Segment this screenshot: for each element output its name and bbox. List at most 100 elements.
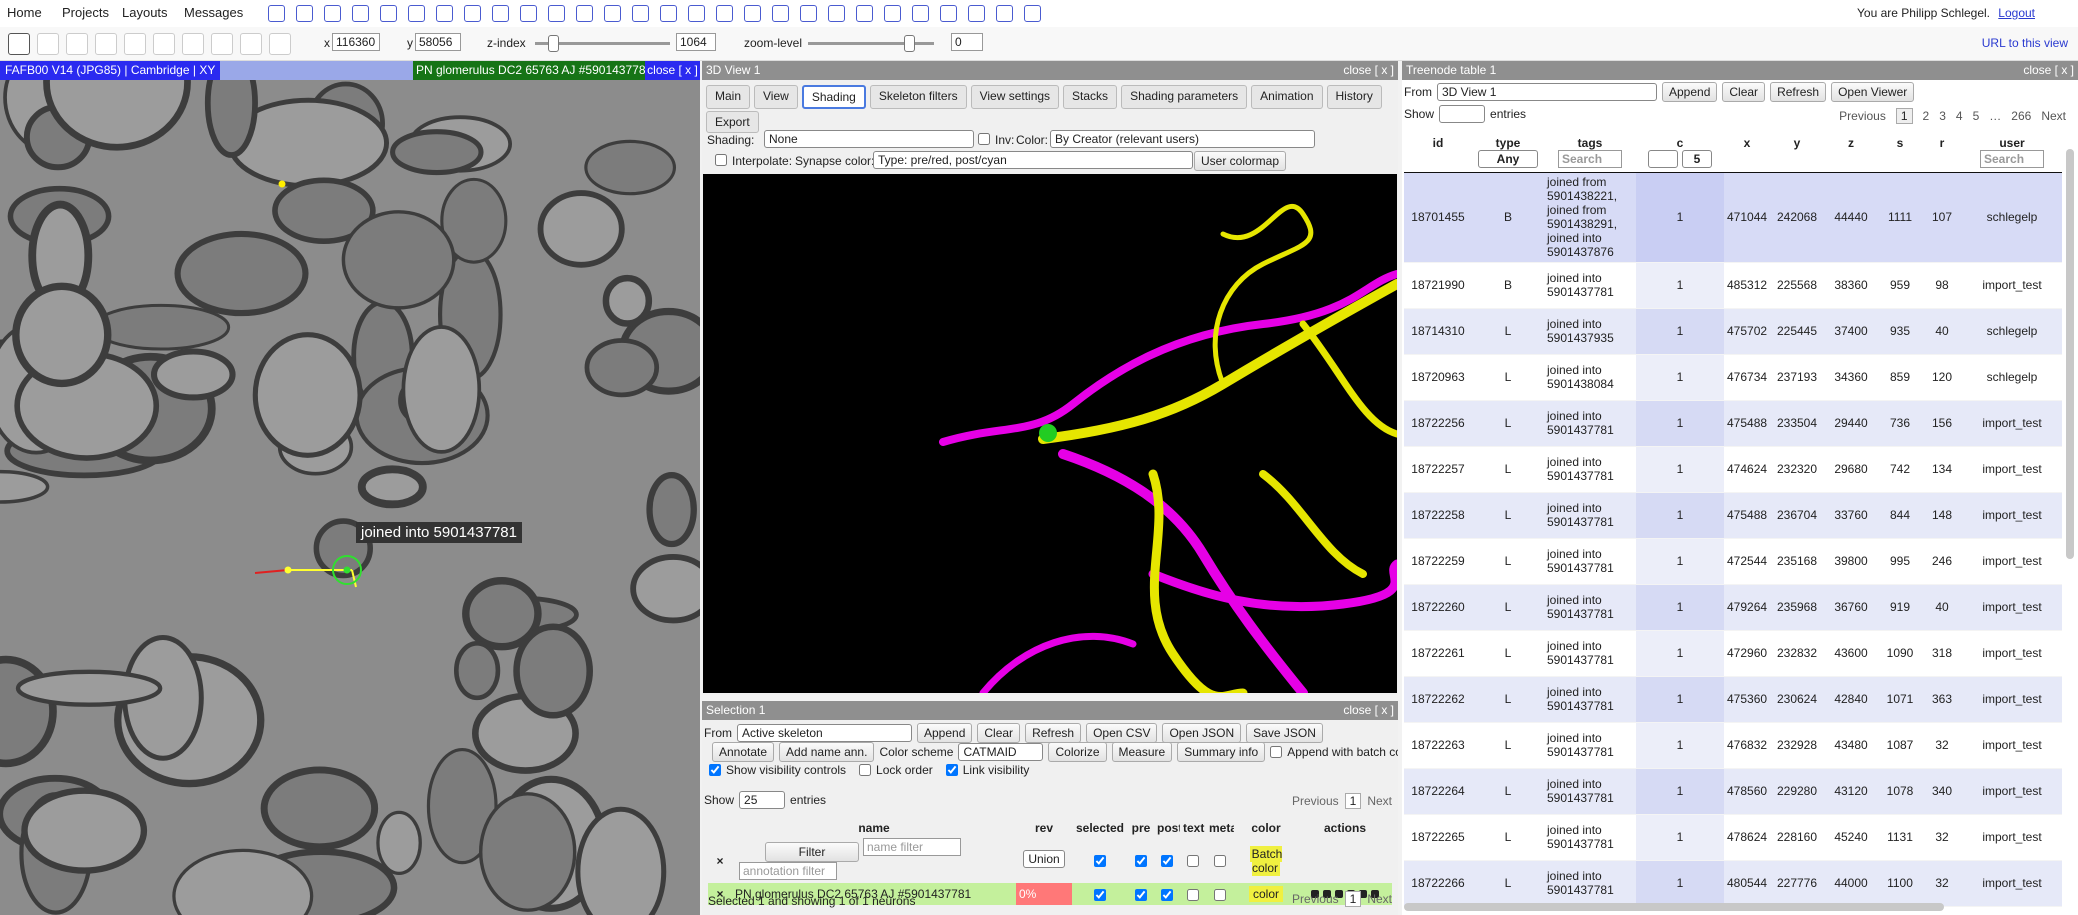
page-link[interactable]: … (1989, 109, 2002, 123)
close-button[interactable]: close [ x ] (645, 61, 700, 80)
page-link[interactable]: 4 (1955, 109, 1963, 123)
y-input[interactable]: 58056 (415, 33, 461, 51)
tool-icon[interactable] (688, 5, 705, 22)
tool-icon[interactable] (996, 5, 1013, 22)
close-button[interactable]: close [ x ] (1343, 703, 1394, 717)
tool-button[interactable] (95, 33, 117, 55)
tab[interactable]: Shading (801, 85, 866, 109)
active-node[interactable] (332, 555, 362, 585)
header-cell[interactable]: text (1183, 821, 1205, 835)
tool-icon[interactable] (268, 5, 285, 22)
inv-checkbox[interactable] (978, 133, 990, 145)
previous-link[interactable]: Previous (1291, 794, 1339, 808)
z-slider[interactable] (535, 42, 670, 45)
checkbox[interactable] (1187, 888, 1199, 901)
neuron-name[interactable]: PN glomerulus DC2 65763 AJ #5901437781 (735, 887, 972, 901)
tool-icon[interactable] (744, 5, 761, 22)
header-cell[interactable]: meta (1209, 821, 1234, 835)
tool-icon[interactable] (940, 5, 957, 22)
from-select[interactable]: 3D View 1 (1437, 83, 1657, 101)
tool-icon[interactable] (464, 5, 481, 22)
header-cell[interactable]: user (1999, 136, 2025, 150)
user-filter[interactable]: Search (1980, 150, 2044, 169)
visibility-checkbox[interactable] (859, 764, 872, 776)
button[interactable]: Append (1662, 82, 1718, 102)
page-link[interactable]: Previous (1839, 109, 1886, 123)
union-select[interactable]: Union (1023, 850, 1065, 868)
page-link[interactable]: 2 (1922, 109, 1930, 123)
button[interactable]: Append (917, 723, 973, 743)
checkbox[interactable] (1161, 855, 1173, 868)
tool-icon[interactable] (324, 5, 341, 22)
header-cell[interactable]: s (1896, 136, 1904, 150)
zoom-slider[interactable] (808, 42, 934, 45)
colormap-button[interactable]: User colormap (1194, 151, 1287, 171)
button[interactable]: Annotate (712, 742, 775, 762)
close-button[interactable]: close [ x ] (1343, 63, 1394, 77)
action-icon[interactable] (1335, 890, 1343, 898)
tool-icon[interactable] (520, 5, 537, 22)
header-cell[interactable]: type (1495, 136, 1521, 150)
header-cell[interactable]: z (1848, 136, 1854, 150)
tool-icon[interactable] (492, 5, 509, 22)
tool-icon[interactable] (436, 5, 453, 22)
tool-icon[interactable] (716, 5, 733, 22)
zoom-input[interactable]: 0 (951, 33, 983, 51)
color-select[interactable]: By Creator (relevant users) (1050, 130, 1315, 148)
page-link[interactable]: 1 (1895, 108, 1913, 124)
next-link[interactable]: Next (1367, 892, 1392, 906)
button[interactable]: Summary info (1177, 742, 1266, 762)
header-cell[interactable]: tags (1577, 136, 1603, 150)
tool-icon[interactable] (1024, 5, 1041, 22)
button[interactable]: Add name ann. (779, 742, 875, 762)
page-link[interactable]: Next (2041, 109, 2066, 123)
tool-button[interactable] (8, 33, 30, 55)
scheme-select[interactable]: CATMAID (958, 743, 1044, 761)
tab[interactable]: View (754, 85, 798, 109)
c-filter[interactable]: 5 (1682, 150, 1712, 169)
next-link[interactable]: Next (1367, 794, 1392, 808)
menu-item[interactable]: Layouts (122, 5, 168, 20)
tool-button[interactable] (37, 33, 59, 55)
button[interactable]: Colorize (1048, 742, 1107, 762)
header-cell[interactable]: color (1251, 821, 1281, 835)
checkbox[interactable] (1214, 888, 1226, 901)
tab[interactable]: View settings (970, 85, 1060, 109)
tool-icon[interactable] (884, 5, 901, 22)
z-slider-handle[interactable] (548, 35, 559, 52)
skeleton-node[interactable] (284, 566, 292, 574)
tool-icon[interactable] (660, 5, 677, 22)
header-cell[interactable]: actions (1323, 821, 1366, 835)
tool-icon[interactable] (968, 5, 985, 22)
tool-button[interactable] (240, 33, 262, 55)
name-filter[interactable]: name filter (863, 838, 961, 856)
tab[interactable]: Stacks (1063, 85, 1118, 109)
visibility-checkbox[interactable] (945, 764, 958, 776)
previous-link[interactable]: Previous (1291, 892, 1339, 906)
button[interactable]: Open Viewer (1831, 82, 1915, 102)
menu-item[interactable]: Projects (62, 5, 109, 20)
from-select[interactable]: Active skeleton (737, 724, 912, 742)
tool-icon[interactable] (800, 5, 817, 22)
tab[interactable]: Shading parameters (1121, 85, 1248, 109)
tool-icon[interactable] (604, 5, 621, 22)
tool-icon[interactable] (576, 5, 593, 22)
header-cell[interactable]: rev (1034, 821, 1054, 835)
button[interactable]: Clear (1722, 82, 1766, 102)
tool-icon[interactable] (912, 5, 929, 22)
show-select[interactable] (1439, 105, 1486, 123)
tab[interactable]: Main (706, 85, 751, 109)
button[interactable]: Refresh (1770, 82, 1827, 102)
tool-icon[interactable] (408, 5, 425, 22)
header-cell[interactable]: y (1793, 136, 1801, 150)
type-filter[interactable]: Any (1478, 150, 1538, 169)
menu-item[interactable]: Messages (184, 5, 244, 20)
